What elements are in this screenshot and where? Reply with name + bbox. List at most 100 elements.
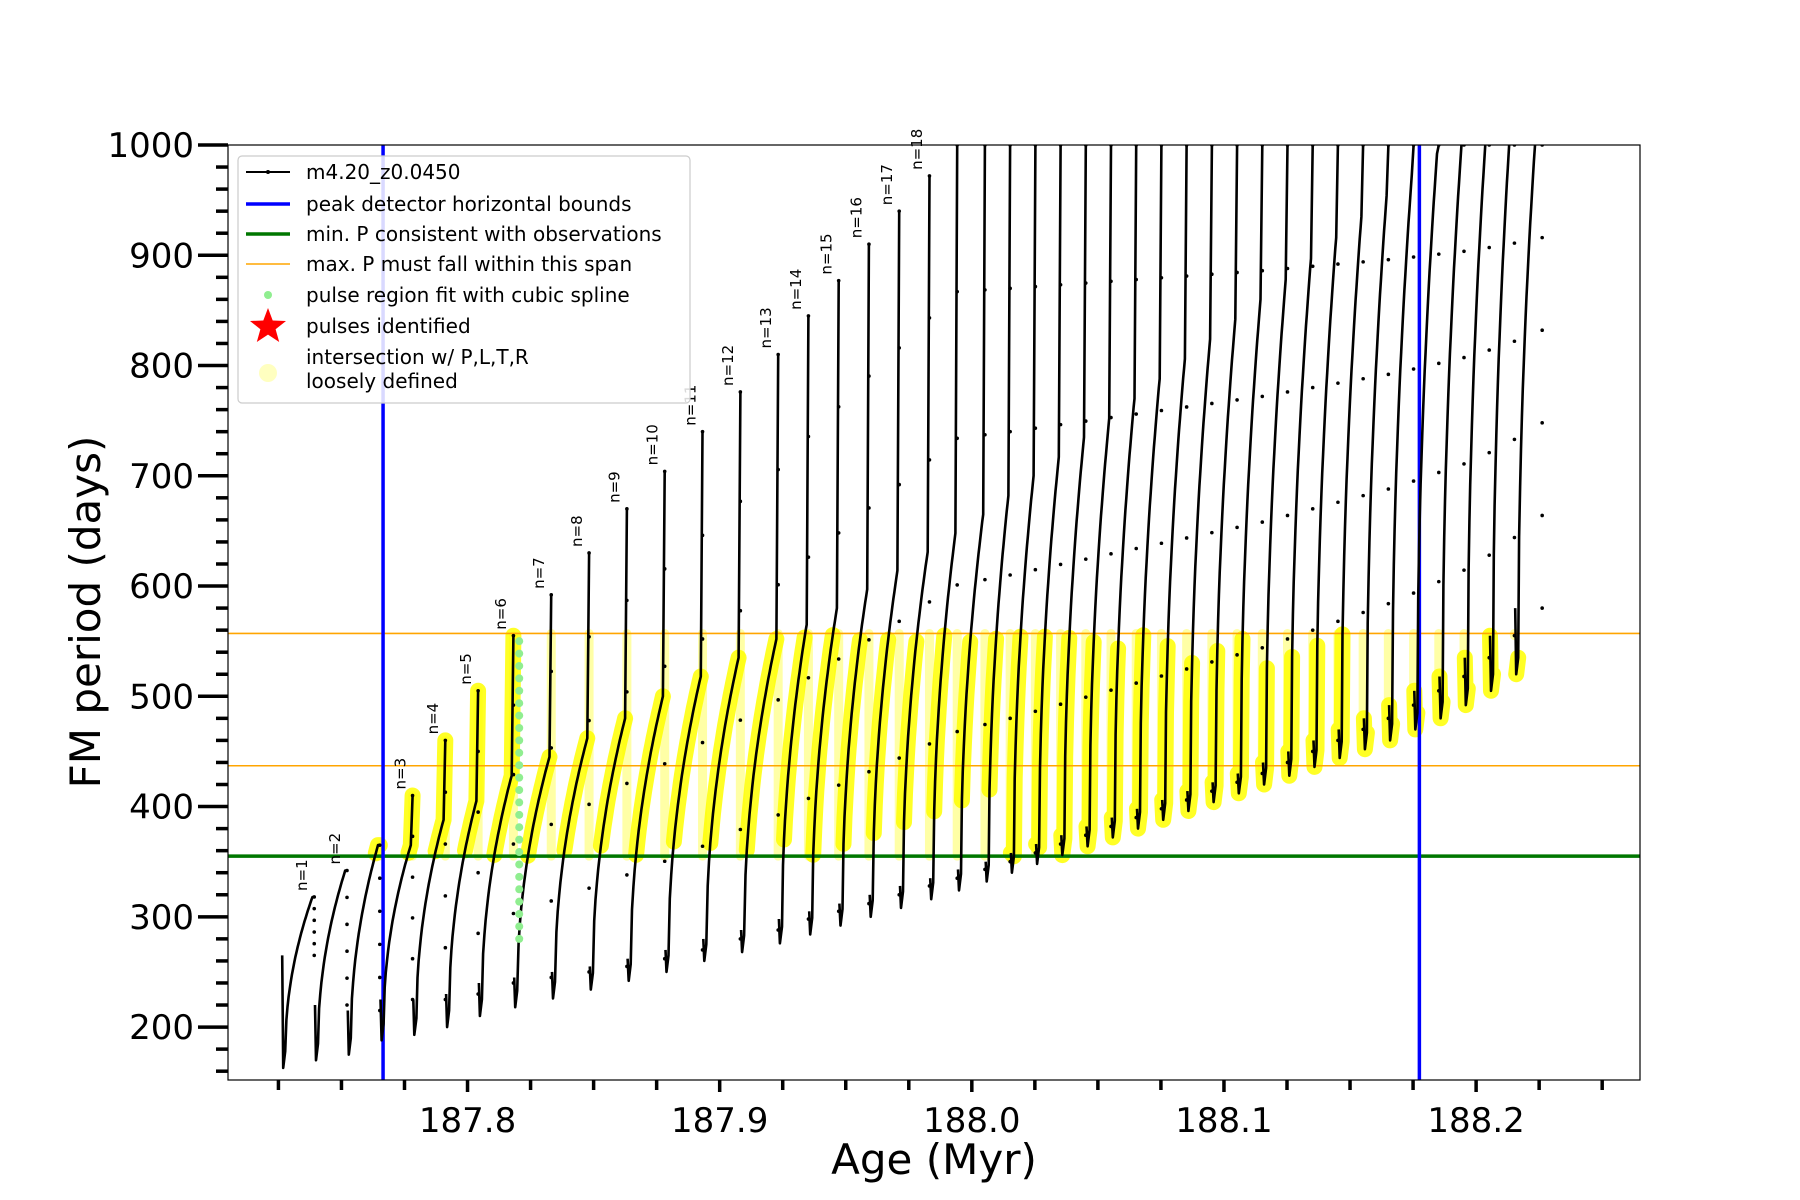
spline-point (515, 649, 524, 658)
pulse-sample-point (1411, 367, 1416, 371)
x-tick-label: 187.8 (419, 1101, 516, 1141)
pulse-sample-point (1008, 716, 1012, 721)
pulse-sample-point (700, 844, 705, 849)
spline-point (515, 761, 524, 770)
pulse-sample-point (1540, 421, 1544, 425)
y-tick-label: 700 (129, 457, 194, 497)
pulse-label: n=3 (391, 758, 409, 790)
spline-point (515, 860, 524, 869)
pulse-sample-point (1487, 348, 1492, 352)
pulse-sample-point (776, 813, 780, 817)
pulse-label: n=6 (492, 598, 510, 630)
pulse-sample-point (1512, 437, 1517, 442)
spline-point (515, 637, 524, 646)
pulse-curve-25 (1060, 145, 1088, 857)
pulse-sample-point (1285, 513, 1290, 518)
pulse-sample-point (1285, 266, 1290, 271)
y-tick-label: 800 (129, 347, 194, 387)
pulse-sample-point (476, 688, 480, 693)
pulse-curve-38 (1387, 145, 1415, 742)
y-tick-label: 500 (129, 677, 194, 717)
x-axis: 187.8 187.9 188.0 188.1 188.2 (276, 1080, 1604, 1141)
pulse-sample-point (776, 467, 780, 472)
pulse-sample-point (1462, 568, 1466, 572)
pulse-sample-point (955, 436, 959, 441)
spline-point (515, 934, 524, 943)
pulse-curve-5 (412, 740, 447, 1037)
pulse-sample-point (897, 346, 902, 350)
pulse-label: n=9 (606, 471, 624, 503)
pulse-curve-7 (477, 635, 515, 1018)
pulse-sample-point (1540, 328, 1544, 333)
pulse-sample-point (410, 834, 415, 839)
spline-point (515, 810, 524, 819)
pulse-sample-point (1033, 567, 1038, 572)
pulse-sample-point (549, 899, 554, 903)
pulse-sample-point (1210, 401, 1214, 406)
pulse-sample-point (1058, 283, 1063, 287)
pulse-curve-19 (898, 175, 931, 910)
pulse-sample-point (867, 769, 871, 774)
pulse-sample-point (1260, 394, 1265, 399)
spline-point (515, 723, 524, 732)
pulse-sample-point (549, 746, 554, 750)
legend-label-min-period: min. P consistent with observations (306, 222, 662, 246)
spline-point (515, 823, 524, 832)
pulse-sample-point (955, 289, 959, 294)
pulse-curve-23 (1009, 145, 1037, 875)
pulse-sample-point (1134, 681, 1139, 685)
pulse-sample-point (983, 577, 987, 582)
pulse-curve-10 (588, 508, 629, 991)
spline-point (515, 736, 524, 745)
pulse-sample-point (1134, 546, 1139, 551)
pulse-curve-30 (1186, 145, 1214, 813)
pulse-sample-point (587, 718, 591, 723)
pulse-number-labels: n=1n=2n=3n=4n=5n=6n=7n=8n=9n=10n=11n=12n… (293, 129, 926, 891)
pulse-sample-point (549, 593, 554, 597)
pulse-sample-point (410, 793, 415, 798)
pulse-sample-point (377, 843, 382, 847)
pulse-sample-point (1436, 470, 1441, 475)
model-series (280, 145, 1544, 1070)
pulse-sample-point (983, 722, 987, 727)
pulse-sample-point (625, 690, 629, 694)
pulse-sample-point (345, 868, 349, 873)
pulse-sample-point (927, 458, 932, 462)
pulse-sample-point (625, 507, 629, 511)
pulse-curve-39 (1413, 145, 1441, 731)
plot-frame (227, 144, 1641, 1081)
pulse-sample-point (1512, 241, 1517, 245)
pulse-sample-point (511, 842, 516, 846)
pulse-sample-point (1235, 398, 1239, 402)
pulse-curve-16 (807, 280, 840, 936)
pulse-sample-point (1033, 426, 1038, 430)
pulse-sample-point (1487, 450, 1492, 455)
pulse-sample-point (476, 931, 480, 936)
pulse-sample-point (476, 810, 480, 814)
pulse-label: n=8 (568, 515, 586, 547)
y-tick-label: 300 (129, 898, 194, 938)
pulse-sample-point (587, 551, 591, 555)
pulse-label: n=18 (908, 129, 926, 170)
pulse-sample-point (1159, 674, 1164, 678)
pulse-sample-point (1462, 355, 1466, 360)
pulse-sample-point (927, 174, 932, 178)
pulse-label: n=15 (817, 233, 835, 274)
pulse-sample-point (1336, 381, 1340, 385)
pulse-sample-point (867, 506, 871, 510)
pulse-sample-point (443, 790, 448, 795)
pulse-label: n=1 (293, 859, 311, 891)
pulse-sample-point (625, 873, 629, 877)
pulse-sample-point (836, 657, 841, 661)
pulse-curve-1 (280, 895, 315, 1070)
pulse-sample-point (1386, 257, 1391, 262)
pulse-curve-35 (1312, 145, 1340, 769)
pulse-sample-point (806, 434, 811, 439)
x-tick-label: 188.1 (1175, 1101, 1272, 1141)
pulse-sample-point (700, 429, 705, 434)
pulse-sample-point (345, 1003, 349, 1007)
pulse-sample-point (776, 698, 780, 702)
pulse-sample-point (377, 876, 382, 881)
legend-label-intersection-line2: loosely defined (306, 369, 458, 393)
pulse-label: n=4 (424, 703, 442, 735)
